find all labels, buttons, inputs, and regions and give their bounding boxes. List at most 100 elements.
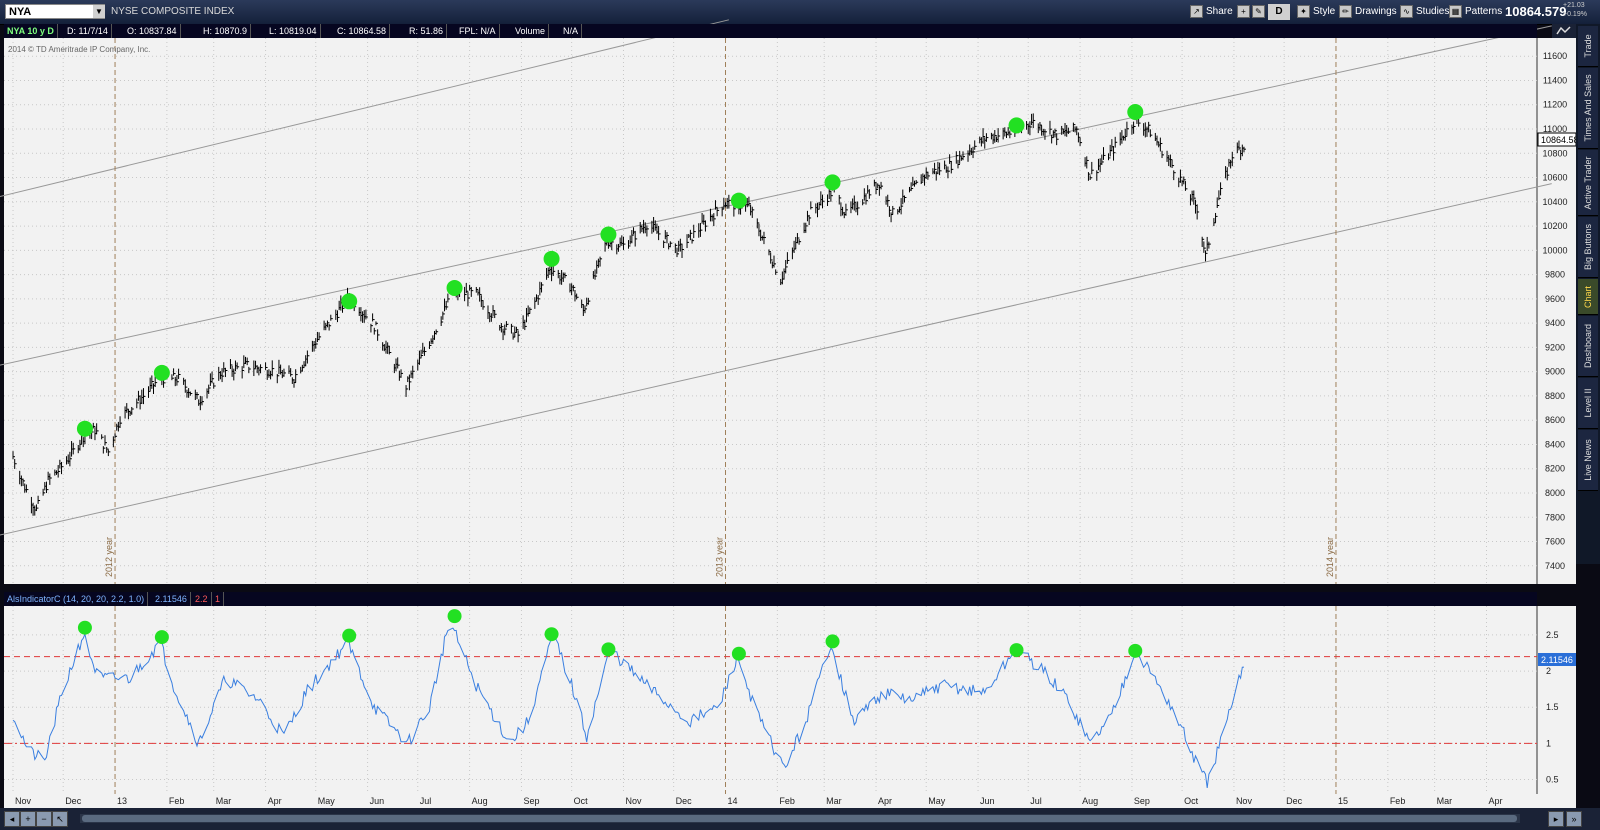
style-button[interactable]: ✦ Style [1297,4,1335,20]
patterns-button[interactable]: ▦ Patterns [1449,4,1502,20]
scroll-end-button[interactable]: » [1566,811,1582,827]
drawings-button[interactable]: ✏ Drawings [1339,4,1397,20]
info-close: C: 10864.58 [334,24,391,38]
time-tick-label: Apr [1488,796,1502,806]
sidebar-tab-label: Trade [1583,34,1593,58]
time-tick-label: Dec [676,796,693,806]
y-axis-labels: 7400 7600 7800 8000 8200 8400 8600 8800 9000 9200… [1542,51,1567,784]
info-fpl: FPL: N/A [456,24,500,38]
price-highlight-dot [1008,117,1025,134]
price-tick-label: 8800 [1545,391,1565,401]
cursor-tool-button[interactable]: + [1237,4,1253,20]
settings-button[interactable]: ✎ [1252,4,1268,20]
time-tick-label: Jul [1030,796,1042,806]
info-volume-value: N/A [560,24,583,38]
price-tick-label: 10200 [1542,221,1567,231]
timeframe-button[interactable]: D [1268,4,1290,20]
indicator-highlight-dot [544,627,559,642]
price-highlight-dot [76,420,93,437]
sidebar-tab-chart[interactable]: Chart [1578,279,1598,315]
sidebar-tab-live-news[interactable]: Live News [1578,430,1598,491]
info-date: D: 11/7/14 [64,24,112,38]
sidebar-tab-trade[interactable]: Trade [1578,26,1598,67]
indicator-info-bar: AlsIndicatorC (14, 20, 20, 2.2, 1.0) 2.1… [4,592,1537,606]
price-tick-label: 8400 [1545,439,1565,449]
price-highlight-dot [600,226,617,243]
cursor-button[interactable]: ↖ [52,811,68,827]
indicator-highlight-dot [601,642,616,657]
time-tick-label: May [928,796,946,806]
time-tick-label: Feb [779,796,795,806]
indicator-marker-label: 2.11546 [1541,655,1573,665]
sidebar-tab-label: Big Buttons [1583,223,1593,271]
last-price: 10864.579 [1505,4,1567,19]
symbol-description: NYSE COMPOSITE INDEX [111,6,235,17]
price-tick-label: 11000 [1543,124,1567,134]
price-highlight-dot [730,192,747,209]
indicator-highlight-dot [154,630,169,645]
info-volume-label: Volume [512,24,550,38]
price-tick-label: 9400 [1545,318,1565,328]
price-tick-label: 8200 [1545,464,1565,474]
scroll-right-button[interactable]: ▸ [1548,811,1564,827]
price-axis-background [1537,38,1576,584]
indicator-highlight-dot [1009,643,1024,658]
chart-expand-icon [1556,26,1571,35]
time-tick-label: Feb [169,796,185,806]
sidebar-tab-level-ii[interactable]: Level II [1578,378,1598,429]
channel-line [0,19,729,197]
year-label: 2014 year [1325,537,1335,577]
x-axis-labels: Nov Dec 13 Feb Mar Apr May Jun Jul Aug Sep Oct Nov De… [15,796,1502,806]
indicator-marker-box [1538,653,1576,666]
scroll-left-button[interactable]: ◂ [4,811,20,827]
sidebar-tab-label: Level II [1583,388,1593,418]
time-tick-label: Aug [472,796,488,806]
price-tick-label: 9200 [1545,342,1565,352]
zoom-out-button[interactable]: − [36,811,52,827]
indicator-highlight-dot [825,634,840,649]
time-tick-label: Aug [1082,796,1098,806]
price-tick-label: 10800 [1542,148,1567,158]
chart-info-bar: NYA 10 y D D: 11/7/14 O: 10837.84 H: 108… [4,24,1537,38]
price-tick-label: 11400 [1543,75,1567,85]
time-tick-label: 14 [728,796,738,806]
price-highlight-dot [446,279,463,296]
channel-line [0,183,1552,536]
indicator-flag: 1 [212,592,225,606]
share-icon: ↗ [1190,4,1203,18]
share-label: Share [1206,6,1233,17]
info-range: R: 51.86 [406,24,448,38]
crosshair-icon: + [1237,4,1250,18]
indicator-highlight-dot [1128,643,1143,658]
symbol-dropdown-button[interactable]: ▼ [93,5,105,18]
indicator-threshold: 2.2 [192,592,212,606]
price-tick-label: 10400 [1542,197,1567,207]
style-icon: ✦ [1297,4,1310,18]
indicator-series-line [12,627,1245,789]
time-tick-label: Nov [15,796,32,806]
studies-button[interactable]: ∿ Studies [1400,4,1449,20]
sidebar-tab-active-trader[interactable]: Active Trader [1578,150,1598,216]
sidebar-tab-dashboard[interactable]: Dashboard [1578,316,1598,377]
sidebar-tab-big-buttons[interactable]: Big Buttons [1578,217,1598,278]
indicator-tick-label: 2 [1546,666,1551,676]
time-tick-label: Apr [878,796,892,806]
studies-label: Studies [1416,6,1450,17]
price-tick-label: 9000 [1545,367,1565,377]
time-tick-label: 15 [1338,796,1348,806]
indicator-name[interactable]: AlsIndicatorC (14, 20, 20, 2.2, 1.0) [4,592,149,606]
time-tick-label: Oct [1184,796,1199,806]
time-tick-label: Oct [574,796,589,806]
time-tick-label: Mar [826,796,842,806]
wrench-icon: ✎ [1252,4,1265,18]
info-high: H: 10870.9 [200,24,252,38]
scrollbar-thumb[interactable] [82,815,1517,822]
channel-line [0,25,1552,366]
time-tick-label: Jul [420,796,432,806]
sidebar-tab-times-and-sales[interactable]: Times And Sales [1578,68,1598,149]
time-tick-label: Jun [980,796,995,806]
zoom-in-button[interactable]: + [20,811,36,827]
share-button[interactable]: ↗ Share [1190,4,1233,20]
price-tick-label: 10000 [1542,245,1567,255]
